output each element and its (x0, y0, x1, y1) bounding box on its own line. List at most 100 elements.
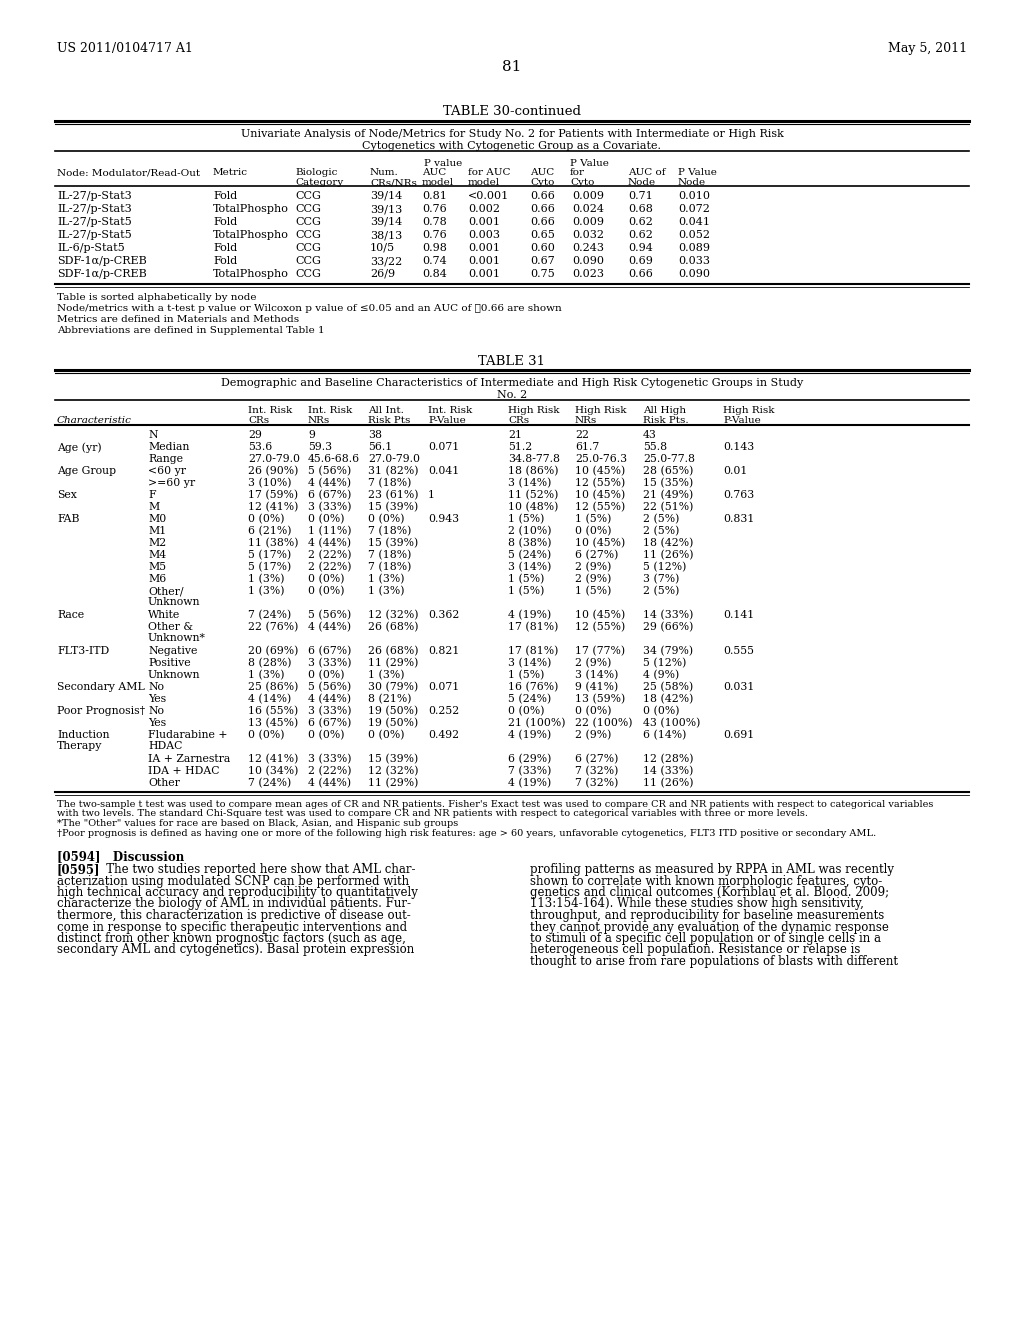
Text: 1 (5%): 1 (5%) (508, 574, 545, 585)
Text: FAB: FAB (57, 513, 80, 524)
Text: 2 (22%): 2 (22%) (308, 550, 351, 560)
Text: 2 (9%): 2 (9%) (575, 574, 611, 585)
Text: 15 (35%): 15 (35%) (643, 478, 693, 488)
Text: 0.65: 0.65 (530, 230, 555, 240)
Text: White: White (148, 610, 180, 620)
Text: 10 (48%): 10 (48%) (508, 502, 558, 512)
Text: NRs: NRs (308, 416, 331, 425)
Text: Int. Risk: Int. Risk (248, 407, 292, 414)
Text: 0.691: 0.691 (723, 730, 755, 741)
Text: 12 (55%): 12 (55%) (575, 502, 626, 512)
Text: 1 (3%): 1 (3%) (368, 586, 404, 597)
Text: 0.001: 0.001 (468, 243, 500, 253)
Text: 13 (59%): 13 (59%) (575, 694, 626, 705)
Text: Range: Range (148, 454, 183, 465)
Text: Negative: Negative (148, 645, 198, 656)
Text: 27.0-79.0: 27.0-79.0 (368, 454, 420, 465)
Text: M4: M4 (148, 550, 166, 560)
Text: 0.74: 0.74 (422, 256, 446, 267)
Text: US 2011/0104717 A1: US 2011/0104717 A1 (57, 42, 193, 55)
Text: 0.76: 0.76 (422, 205, 446, 214)
Text: P-Value: P-Value (723, 416, 761, 425)
Text: 0.75: 0.75 (530, 269, 555, 279)
Text: 1 (5%): 1 (5%) (575, 513, 611, 524)
Text: 25 (86%): 25 (86%) (248, 682, 298, 692)
Text: M5: M5 (148, 562, 166, 572)
Text: 11 (52%): 11 (52%) (508, 490, 558, 500)
Text: 7 (32%): 7 (32%) (575, 777, 618, 788)
Text: 5 (24%): 5 (24%) (508, 550, 551, 560)
Text: NRs: NRs (575, 416, 597, 425)
Text: throughput, and reproducibility for baseline measurements: throughput, and reproducibility for base… (530, 909, 885, 921)
Text: Yes: Yes (148, 694, 166, 704)
Text: 29: 29 (248, 430, 262, 440)
Text: 25 (58%): 25 (58%) (643, 682, 693, 692)
Text: Metrics are defined in Materials and Methods: Metrics are defined in Materials and Met… (57, 315, 299, 323)
Text: Category: Category (295, 178, 343, 187)
Text: 3 (10%): 3 (10%) (248, 478, 292, 488)
Text: 22 (76%): 22 (76%) (248, 622, 298, 632)
Text: 3 (33%): 3 (33%) (308, 502, 351, 512)
Text: Unknown: Unknown (148, 671, 201, 680)
Text: 2 (10%): 2 (10%) (508, 525, 552, 536)
Text: 6 (21%): 6 (21%) (248, 525, 292, 536)
Text: 16 (55%): 16 (55%) (248, 706, 298, 717)
Text: 0.78: 0.78 (422, 216, 446, 227)
Text: CCG: CCG (295, 256, 321, 267)
Text: [0595]: [0595] (57, 863, 100, 876)
Text: 3 (14%): 3 (14%) (508, 657, 551, 668)
Text: 0 (0%): 0 (0%) (308, 513, 344, 524)
Text: TotalPhospho: TotalPhospho (213, 205, 289, 214)
Text: 38: 38 (368, 430, 382, 440)
Text: characterize the biology of AML in individual patients. Fur-: characterize the biology of AML in indiv… (57, 898, 411, 911)
Text: 0 (0%): 0 (0%) (643, 706, 680, 717)
Text: 5 (12%): 5 (12%) (643, 657, 686, 668)
Text: 10/5: 10/5 (370, 243, 395, 253)
Text: 0.81: 0.81 (422, 191, 446, 201)
Text: 2 (9%): 2 (9%) (575, 657, 611, 668)
Text: 7 (18%): 7 (18%) (368, 562, 412, 573)
Text: 0.821: 0.821 (428, 645, 460, 656)
Text: Characteristic: Characteristic (57, 416, 132, 425)
Text: 25.0-77.8: 25.0-77.8 (643, 454, 695, 465)
Text: Unknown*: Unknown* (148, 634, 206, 643)
Text: 11 (29%): 11 (29%) (368, 657, 419, 668)
Text: CCG: CCG (295, 230, 321, 240)
Text: Fold: Fold (213, 243, 238, 253)
Text: 0.024: 0.024 (572, 205, 604, 214)
Text: Table is sorted alphabetically by node: Table is sorted alphabetically by node (57, 293, 256, 302)
Text: 3 (7%): 3 (7%) (643, 574, 679, 585)
Text: Cyto: Cyto (570, 178, 594, 187)
Text: 12 (32%): 12 (32%) (368, 610, 419, 620)
Text: 2 (5%): 2 (5%) (643, 586, 679, 597)
Text: CCG: CCG (295, 205, 321, 214)
Text: 17 (77%): 17 (77%) (575, 645, 625, 656)
Text: 11 (26%): 11 (26%) (643, 550, 693, 560)
Text: 6 (67%): 6 (67%) (308, 645, 351, 656)
Text: CRs: CRs (248, 416, 269, 425)
Text: Age Group: Age Group (57, 466, 116, 477)
Text: 6 (27%): 6 (27%) (575, 550, 618, 560)
Text: 22 (100%): 22 (100%) (575, 718, 633, 729)
Text: 6 (67%): 6 (67%) (308, 718, 351, 729)
Text: Node: Node (628, 178, 656, 187)
Text: 7 (33%): 7 (33%) (508, 766, 551, 776)
Text: 0.01: 0.01 (723, 466, 748, 477)
Text: 4 (9%): 4 (9%) (643, 671, 679, 680)
Text: Positive: Positive (148, 657, 190, 668)
Text: for AUC: for AUC (468, 168, 511, 177)
Text: IL-27/p-Stat5: IL-27/p-Stat5 (57, 216, 132, 227)
Text: 6 (29%): 6 (29%) (508, 754, 551, 764)
Text: 45.6-68.6: 45.6-68.6 (308, 454, 360, 465)
Text: Yes: Yes (148, 718, 166, 729)
Text: to stimuli of a specific cell population or of single cells in a: to stimuli of a specific cell population… (530, 932, 881, 945)
Text: Risk Pts.: Risk Pts. (643, 416, 688, 425)
Text: 4 (44%): 4 (44%) (308, 539, 351, 548)
Text: The two studies reported here show that AML char-: The two studies reported here show that … (95, 863, 416, 876)
Text: 1 (5%): 1 (5%) (508, 586, 545, 597)
Text: P Value: P Value (678, 168, 717, 177)
Text: 0.001: 0.001 (468, 216, 500, 227)
Text: 39/13: 39/13 (370, 205, 402, 214)
Text: 3 (33%): 3 (33%) (308, 657, 351, 668)
Text: 2 (9%): 2 (9%) (575, 562, 611, 573)
